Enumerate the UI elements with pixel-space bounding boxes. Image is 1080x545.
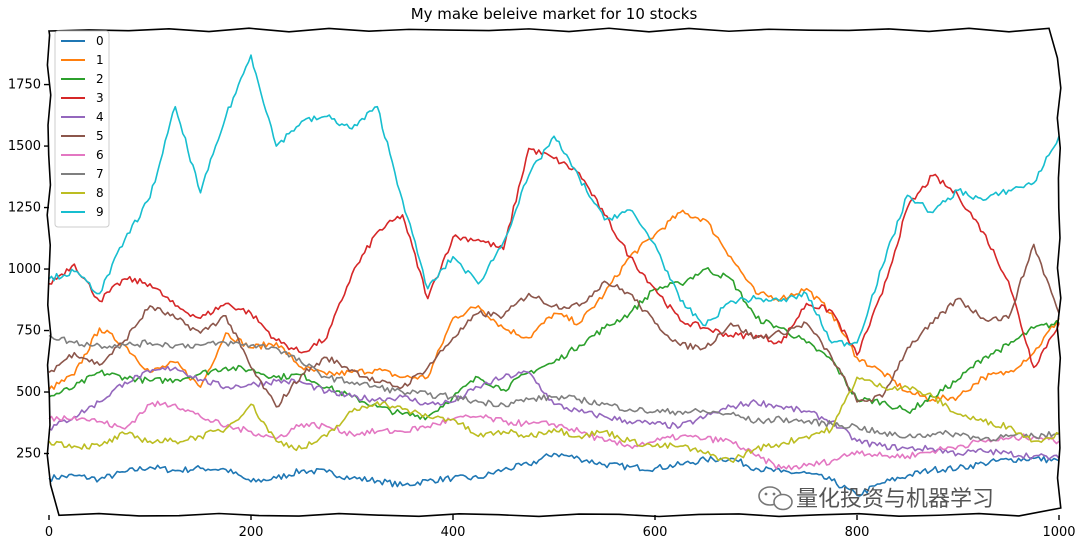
series-line-7 <box>48 334 1060 442</box>
y-tick-label: 500 <box>16 385 41 400</box>
plot-frame <box>46 27 1062 518</box>
legend-label-6: 6 <box>96 148 104 162</box>
legend-label-0: 0 <box>96 34 104 48</box>
legend-label-3: 3 <box>96 91 104 105</box>
legend-label-1: 1 <box>96 53 104 67</box>
series-line-2 <box>48 267 1060 421</box>
series-line-3 <box>48 147 1060 369</box>
legend: 0 1 2 3 4 5 6 7 8 9 <box>54 30 110 228</box>
legend-label-9: 9 <box>96 205 104 219</box>
x-tick-label: 800 <box>845 525 870 540</box>
legend-label-4: 4 <box>96 110 104 124</box>
series-line-6 <box>48 400 1060 471</box>
legend-label-7: 7 <box>96 167 104 181</box>
x-tick-label: 600 <box>643 525 668 540</box>
series-line-5 <box>48 243 1060 408</box>
wechat-icon <box>758 486 793 511</box>
chart-title: My make beleive market for 10 stocks <box>411 5 698 23</box>
series-line-4 <box>48 365 1060 461</box>
series-line-1 <box>48 209 1060 402</box>
y-tick-label: 1750 <box>8 78 41 93</box>
legend-label-2: 2 <box>96 72 104 86</box>
y-tick-label: 250 <box>16 447 41 462</box>
y-tick-label: 1500 <box>8 139 41 154</box>
watermark-text: 量化投资与机器学习 <box>796 487 994 512</box>
series-line-9 <box>48 54 1060 347</box>
axes-layer: 0 200 400 600 800 1000 250 500 750 1000 1250 1500 17… <box>8 78 1076 540</box>
x-tick-label: 1000 <box>1042 525 1075 540</box>
watermark: 量化投资与机器学习 <box>758 486 994 512</box>
y-tick-label: 750 <box>16 324 41 339</box>
x-tick-label: 0 <box>45 525 53 540</box>
series-line-8 <box>48 376 1060 463</box>
x-tick-label: 400 <box>441 525 466 540</box>
y-tick-label: 1000 <box>8 262 41 277</box>
y-tick-label: 1250 <box>8 201 41 216</box>
x-tick-label: 200 <box>239 525 264 540</box>
series-line-0 <box>48 452 1060 497</box>
series-layer <box>48 54 1060 497</box>
legend-label-5: 5 <box>96 129 104 143</box>
legend-label-8: 8 <box>96 186 104 200</box>
